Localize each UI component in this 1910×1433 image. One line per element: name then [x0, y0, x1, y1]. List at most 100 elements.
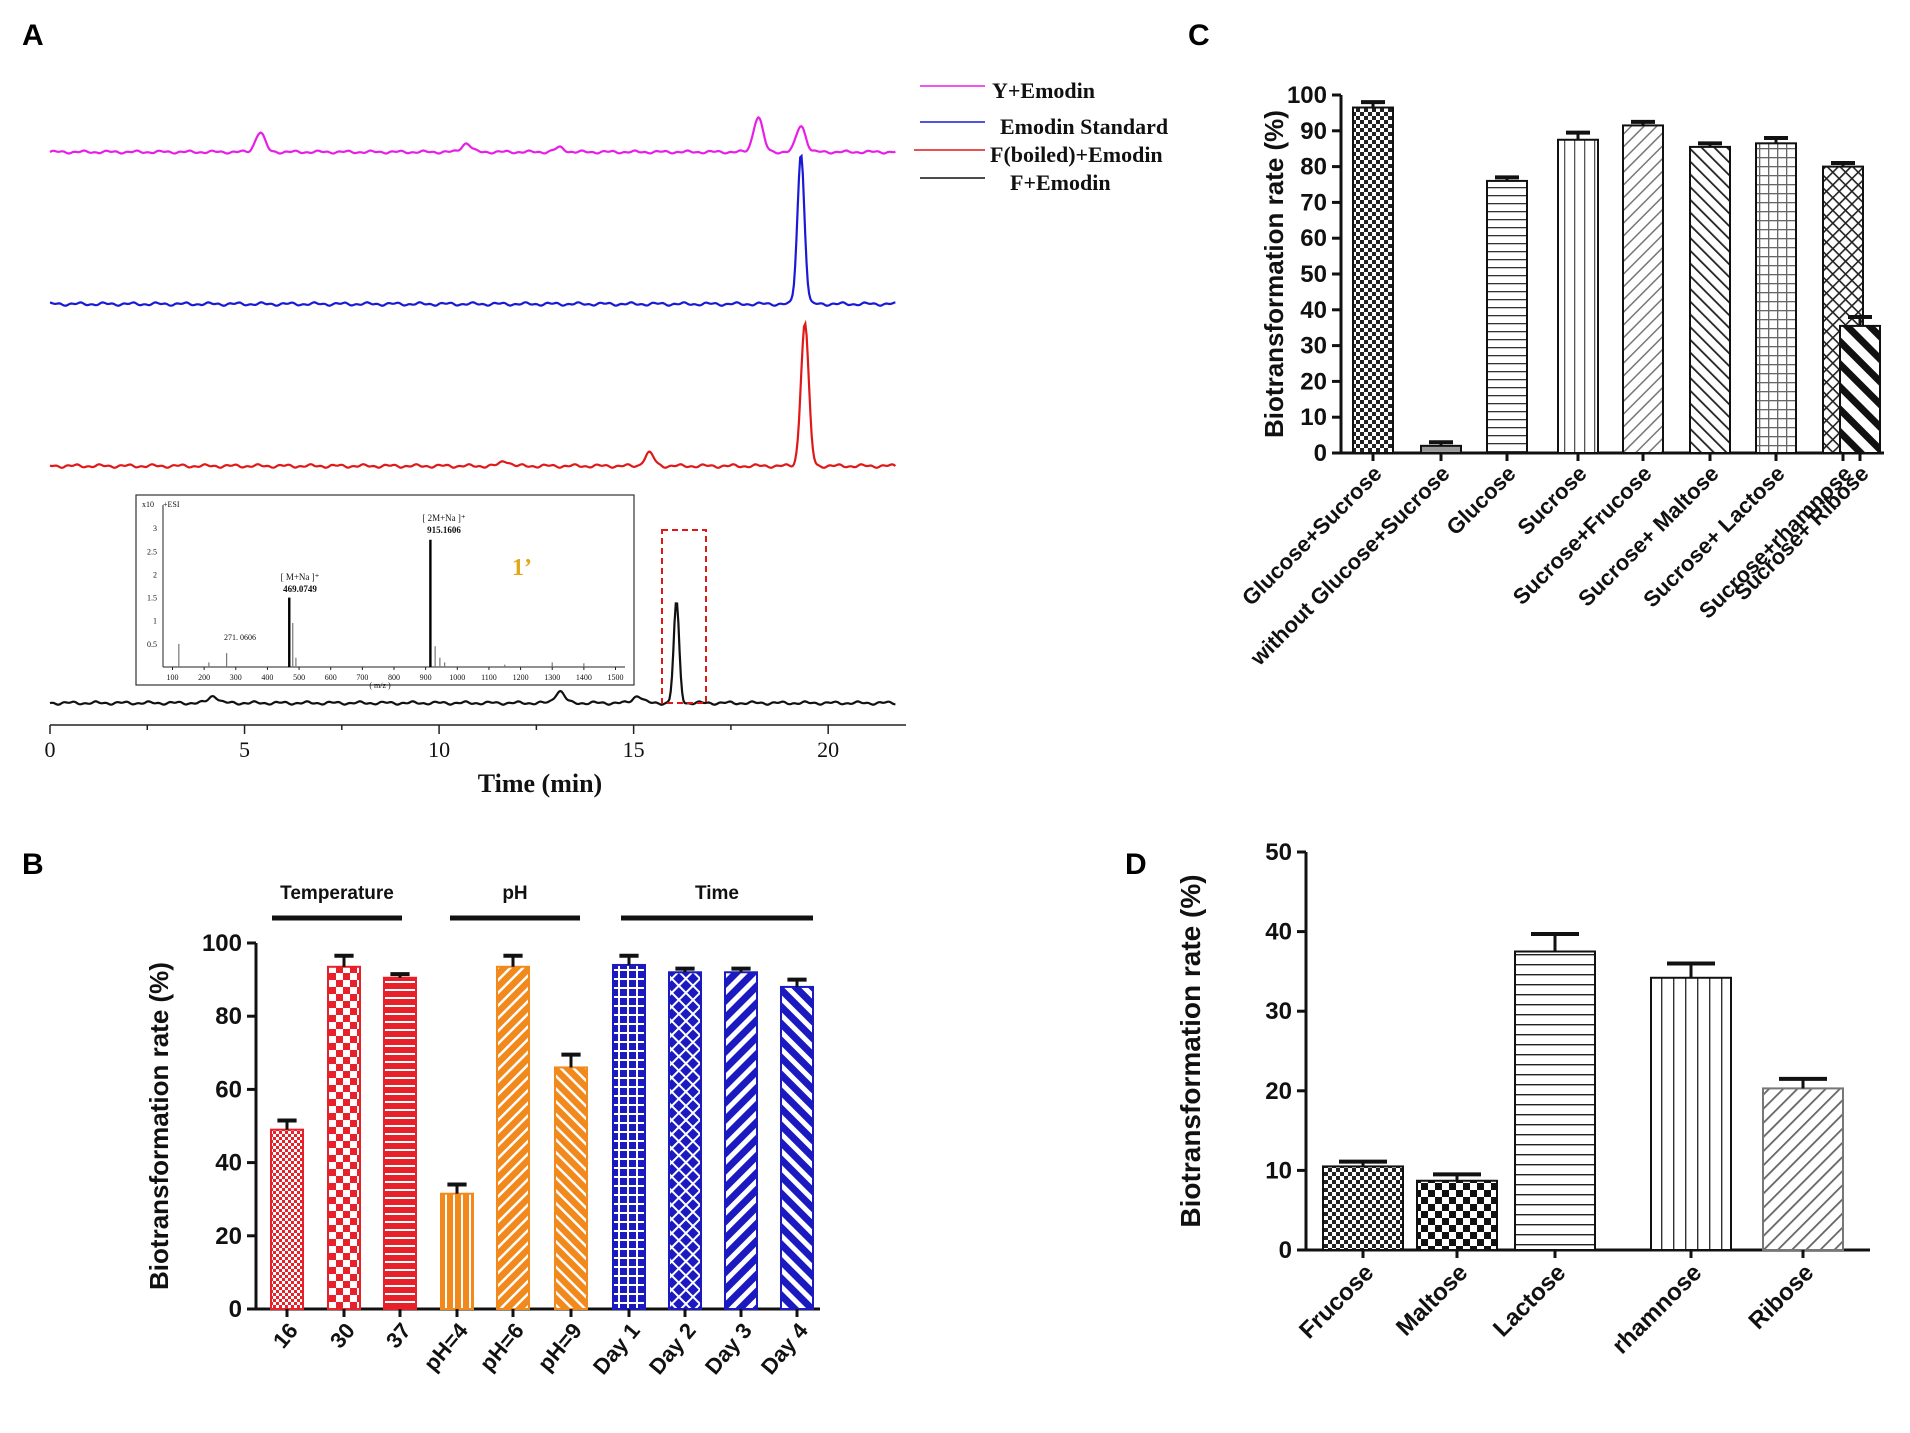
inset-annotation: [ 2M+Na ]⁺	[422, 513, 466, 523]
inset-annotation: 271. 0606	[224, 633, 256, 642]
highlight-box	[661, 529, 707, 704]
y-tick-label: 0	[1314, 440, 1327, 467]
inset-x-tick-label: 1200	[513, 673, 529, 682]
bar	[270, 1128, 304, 1311]
bar	[440, 1192, 474, 1310]
x-tick-label: rhamnose	[1607, 1259, 1707, 1359]
x-tick-label: Ribose	[1744, 1259, 1820, 1335]
inset-x-tick-label: 1000	[449, 673, 465, 682]
x-tick-label: 30	[325, 1318, 360, 1353]
y-tick-label: 100	[202, 930, 242, 957]
inset-x-tick-label: 1100	[481, 673, 497, 682]
bar	[1689, 145, 1731, 454]
inset-x-tick-label: 1400	[576, 673, 592, 682]
group-label: pH	[502, 883, 527, 904]
bar	[1762, 1087, 1844, 1251]
group-label: Temperature	[280, 883, 394, 904]
inset-y-tick-label: 1.5	[147, 594, 157, 603]
y-axis-title: Biotransformation rate (%)	[1259, 110, 1289, 438]
sugar-bar-chart: 0 10 20 30 40 50 Biotransformation rate (%) Fru…	[1175, 839, 1870, 1359]
bar	[1755, 142, 1797, 455]
inset-annotation-value: 915.1606	[427, 525, 461, 535]
bar	[1839, 324, 1881, 454]
x-tick-label: Glucose	[1441, 461, 1520, 540]
bar	[383, 976, 417, 1311]
legend-label: Y+Emodin	[992, 78, 1095, 103]
bar	[496, 965, 530, 1310]
inset-x-tick-label: 1300	[544, 673, 560, 682]
inset-annotation: [ M+Na ]⁺	[281, 572, 320, 582]
x-tick-label: pH=6	[475, 1318, 529, 1376]
y-tick-label: 50	[1300, 261, 1327, 288]
x-tick-label: pH=9	[533, 1318, 587, 1376]
legend-label: Emodin Standard	[1000, 114, 1168, 139]
bar	[724, 971, 758, 1311]
inset-x-tick-label: 300	[230, 673, 242, 682]
bar	[554, 1066, 588, 1310]
panel-letter-c: C	[1188, 19, 1210, 52]
y-tick-label: 30	[1300, 333, 1327, 360]
inset-x-tick-label: 1500	[608, 673, 624, 682]
y-tick-label: 20	[1300, 368, 1327, 395]
y-tick-label: 30	[1265, 998, 1292, 1025]
x-tick-label: Day 2	[644, 1318, 701, 1379]
y-tick-label: 80	[215, 1003, 242, 1030]
trace-f-boiled-emodin	[49, 319, 897, 469]
y-tick-label: 80	[1300, 154, 1327, 181]
x-axis-title: Time (min)	[478, 769, 602, 798]
y-tick-label: 0	[1279, 1237, 1292, 1264]
y-tick-label: 90	[1300, 118, 1327, 145]
y-tick-label: 70	[1300, 189, 1327, 216]
inset-x-tick-label: 800	[388, 673, 400, 682]
inset-x-tick-label: 100	[166, 673, 178, 682]
x-tick-label: pH=4	[419, 1318, 474, 1376]
trace-emodin-standard	[49, 153, 896, 307]
x-tick-label: Day 4	[756, 1318, 813, 1380]
conditions-bar-chart: 0 20 40 60 80 100 Biotransformation rate (%) 16…	[144, 883, 820, 1379]
bar	[1622, 124, 1664, 455]
inset-x-tick-label: 700	[356, 673, 368, 682]
trace-f-emodin	[49, 602, 896, 706]
legend-label: F(boiled)+Emodin	[990, 142, 1163, 167]
y-tick-label: 10	[1300, 404, 1327, 431]
inset-x-title: ( m/z )	[369, 681, 391, 690]
inset-y-tick-label: 0.5	[147, 640, 157, 649]
bar	[612, 963, 646, 1311]
legend-label: F+Emodin	[1010, 170, 1111, 195]
bar	[780, 985, 814, 1310]
y-tick-label: 20	[215, 1223, 242, 1250]
trace-y-emodin	[49, 115, 896, 155]
carbon-source-bar-chart: 0 10 20 30 40 50 60 70 80 90 100Biotransformation …	[1237, 82, 1884, 671]
y-tick-label: 100	[1287, 82, 1327, 109]
inset-x-tick-label: 200	[198, 673, 210, 682]
bar	[1486, 179, 1528, 454]
y-tick-label: 0	[229, 1296, 242, 1323]
y-tick-label: 40	[1300, 297, 1327, 324]
y-tick-label: 50	[1265, 839, 1292, 866]
bar	[1352, 106, 1394, 454]
x-tick-label: 15	[623, 737, 645, 762]
x-tick-label: Day 3	[700, 1318, 757, 1379]
y-tick-label: 20	[1265, 1078, 1292, 1105]
chromatogram-panel: 0 5 10 15 20 Time (min) Y+Emodin Emodin Standar…	[45, 78, 1169, 798]
inset-x-tick-label: 400	[261, 673, 273, 682]
bar	[1420, 444, 1462, 454]
inset-y-tick-label: 3	[153, 524, 157, 533]
x-tick-label: Frucose	[1294, 1259, 1379, 1344]
inset-annotation-value: 469.0749	[283, 584, 317, 594]
inset-y-tick-label: 1	[153, 617, 157, 626]
bar	[1650, 976, 1732, 1251]
inset-y-unit: x10	[142, 500, 154, 509]
inset-y-tick-label: 2	[153, 570, 157, 579]
panel-letter-a: A	[22, 19, 44, 52]
y-tick-label: 40	[1265, 919, 1292, 946]
y-tick-label: 10	[1265, 1157, 1292, 1184]
panel-letter-b: B	[22, 848, 44, 881]
inset-x-tick-label: 900	[420, 673, 432, 682]
x-tick-label: 10	[428, 737, 450, 762]
inset-x-tick-label: 500	[293, 673, 305, 682]
y-tick-label: 60	[215, 1076, 242, 1103]
bar	[1416, 1179, 1498, 1252]
y-tick-label: 60	[1300, 225, 1327, 252]
